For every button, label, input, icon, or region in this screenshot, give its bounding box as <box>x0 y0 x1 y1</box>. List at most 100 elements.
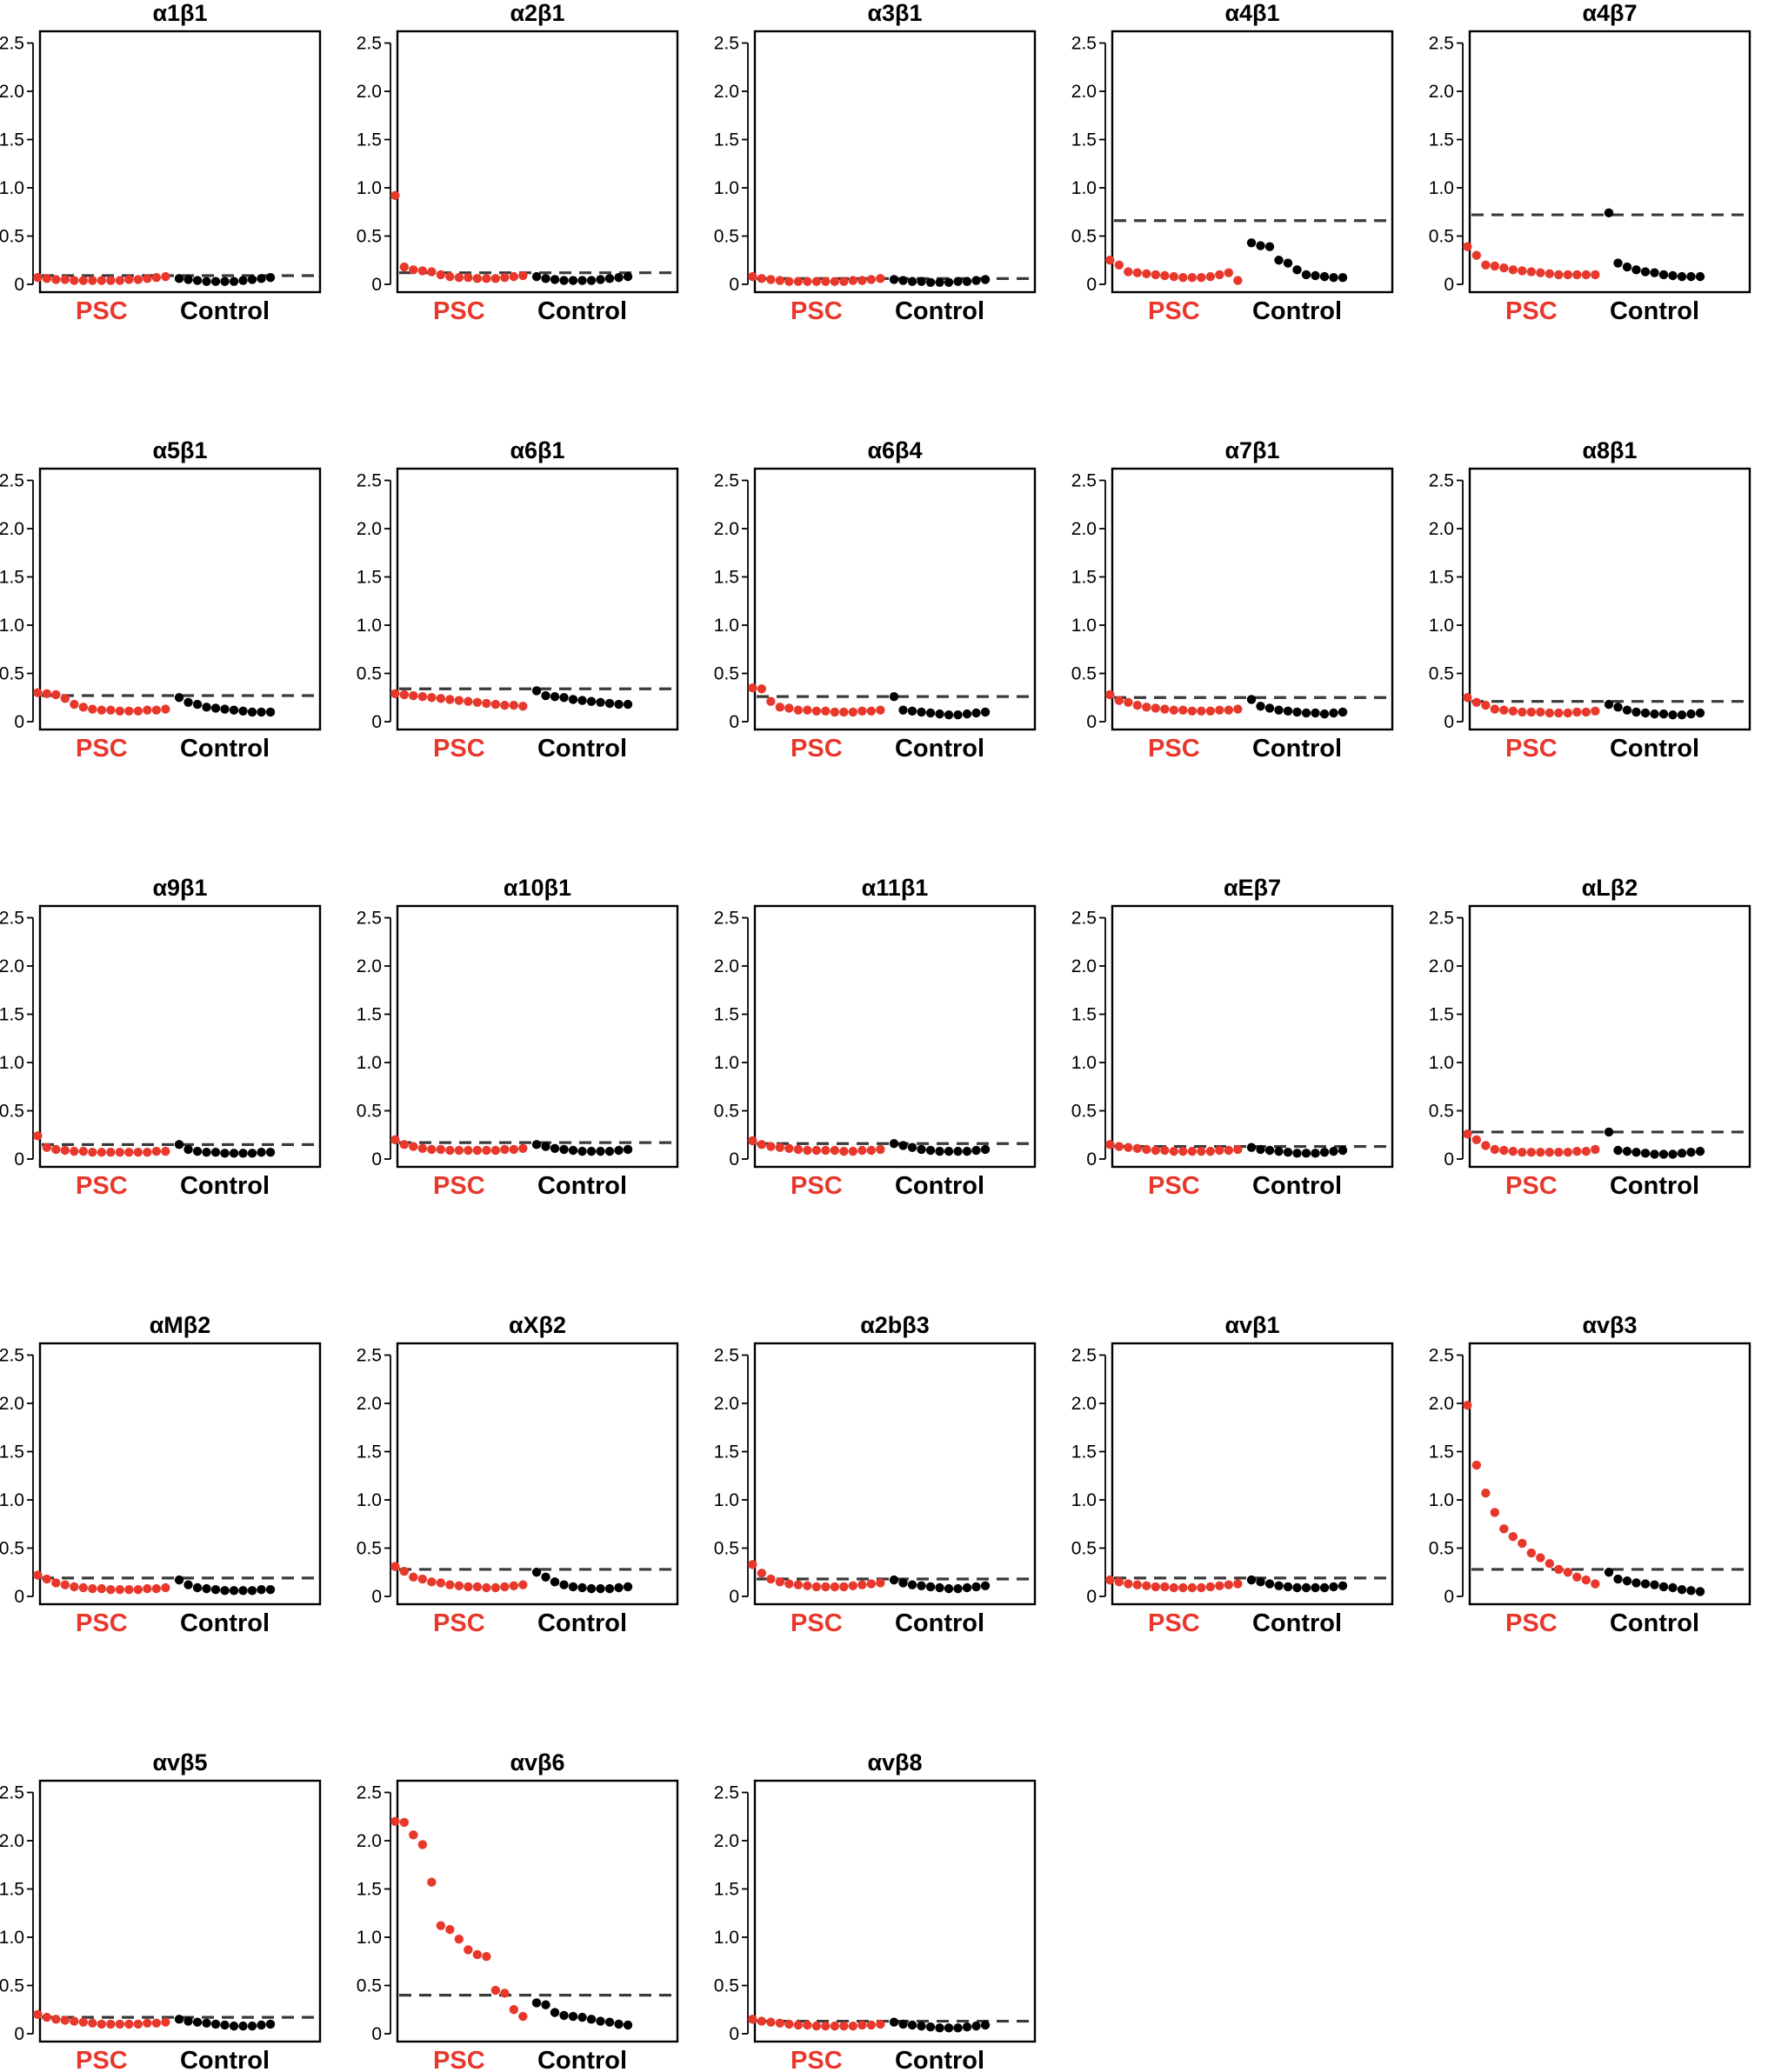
psc-data-point <box>1187 1582 1198 1593</box>
y-tick-label: 1.5 <box>1071 1005 1097 1025</box>
psc-data-point <box>857 706 867 716</box>
psc-data-point <box>409 1142 418 1151</box>
psc-data-point <box>1481 1489 1491 1498</box>
control-data-point <box>898 705 908 715</box>
control-data-point <box>541 1142 550 1151</box>
plot-frame <box>1468 904 1751 1169</box>
category-label-psc: PSC <box>1505 735 1558 763</box>
control-data-point <box>1274 1146 1284 1156</box>
category-label-control: Control <box>180 735 270 763</box>
plot-frame <box>396 1342 679 1606</box>
psc-data-point <box>97 705 107 715</box>
psc-data-point <box>417 691 428 702</box>
y-tick-label: 1.5 <box>1071 130 1097 150</box>
y-tick-label: 0 <box>371 712 382 732</box>
psc-data-point <box>1499 705 1509 715</box>
psc-data-point <box>1124 697 1133 707</box>
category-label-psc: PSC <box>433 297 485 325</box>
control-data-point <box>229 276 239 286</box>
control-data-point <box>925 277 936 287</box>
psc-data-point <box>1518 266 1527 276</box>
y-tick-label: 0.5 <box>1071 227 1097 247</box>
y-tick-label: 2.0 <box>1071 519 1097 539</box>
control-data-point <box>192 276 203 285</box>
category-label-psc: PSC <box>791 297 843 325</box>
control-data-point <box>980 275 991 284</box>
psc-data-point <box>1554 1148 1564 1157</box>
control-data-point <box>1640 1149 1651 1158</box>
control-data-point <box>1274 705 1284 715</box>
psc-data-point <box>454 696 464 705</box>
psc-data-point <box>811 1582 822 1592</box>
psc-data-point <box>42 1574 52 1584</box>
y-tick-label: 1.0 <box>1071 178 1097 198</box>
control-data-point <box>238 1149 248 1158</box>
category-label-control: Control <box>895 297 984 325</box>
y-tick-label: 1.0 <box>1429 178 1454 198</box>
control-data-point <box>577 1146 587 1156</box>
control-data-point <box>1319 709 1330 719</box>
psc-data-point <box>115 706 125 716</box>
control-data-point <box>971 1582 981 1592</box>
psc-data-point <box>151 1146 162 1156</box>
plot-frame <box>1468 467 1751 731</box>
panel-title: αvβ1 <box>1224 1312 1279 1338</box>
control-data-point <box>925 2022 936 2032</box>
psc-data-point <box>70 1146 79 1156</box>
y-tick-label: 1.5 <box>357 1880 382 1900</box>
psc-data-point <box>417 1574 428 1584</box>
control-data-point <box>889 1139 899 1149</box>
control-data-point <box>257 2020 266 2030</box>
control-data-point <box>1677 1585 1687 1595</box>
control-data-point <box>183 697 193 707</box>
psc-data-point <box>490 274 501 283</box>
psc-data-point <box>427 267 437 276</box>
y-tick-label: 1.0 <box>0 616 24 636</box>
psc-data-point <box>78 1146 89 1156</box>
psc-data-point <box>1151 270 1161 280</box>
control-data-point <box>247 1149 257 1158</box>
control-data-point <box>944 1583 954 1594</box>
psc-data-point <box>51 1144 61 1155</box>
y-tick-label: 0 <box>1086 1587 1097 1607</box>
control-data-point <box>238 2021 248 2031</box>
control-data-point <box>614 1582 624 1593</box>
psc-data-point <box>390 190 400 201</box>
psc-data-point <box>757 2016 767 2026</box>
psc-data-point <box>509 271 519 282</box>
control-data-point <box>257 274 266 283</box>
y-tick-label: 2.0 <box>0 956 24 976</box>
control-data-point <box>568 1582 578 1592</box>
y-tick-label: 0 <box>1086 1149 1097 1169</box>
psc-data-point <box>509 2005 519 2015</box>
psc-data-point <box>133 2019 143 2029</box>
psc-data-point <box>151 1583 162 1594</box>
psc-data-point <box>518 270 528 281</box>
psc-data-point <box>1142 1581 1151 1590</box>
y-tick-label: 2.0 <box>357 956 382 976</box>
psc-data-point <box>1132 268 1143 277</box>
control-data-point <box>183 275 193 284</box>
control-data-point <box>1246 695 1257 704</box>
y-tick-label: 0 <box>14 275 24 295</box>
psc-data-point <box>766 275 776 284</box>
psc-data-point <box>757 274 767 283</box>
control-data-point <box>980 707 991 717</box>
control-data-point <box>247 707 257 717</box>
control-data-point <box>550 275 560 284</box>
control-data-point <box>559 2010 569 2021</box>
y-tick-label: 1.5 <box>1429 1005 1454 1025</box>
psc-data-point <box>60 275 70 284</box>
control-data-point <box>577 696 587 705</box>
psc-data-point <box>1233 1144 1243 1155</box>
psc-data-point <box>390 1816 400 1826</box>
psc-data-point <box>97 1148 107 1157</box>
psc-data-point <box>811 1145 822 1156</box>
plot-frame <box>1111 1342 1394 1606</box>
psc-data-point <box>1105 690 1115 700</box>
y-tick-label: 1.5 <box>714 1442 739 1462</box>
category-label-control: Control <box>180 2047 270 2072</box>
control-data-point <box>210 1148 221 1157</box>
psc-data-point <box>427 1877 437 1887</box>
psc-data-point <box>1490 261 1500 271</box>
